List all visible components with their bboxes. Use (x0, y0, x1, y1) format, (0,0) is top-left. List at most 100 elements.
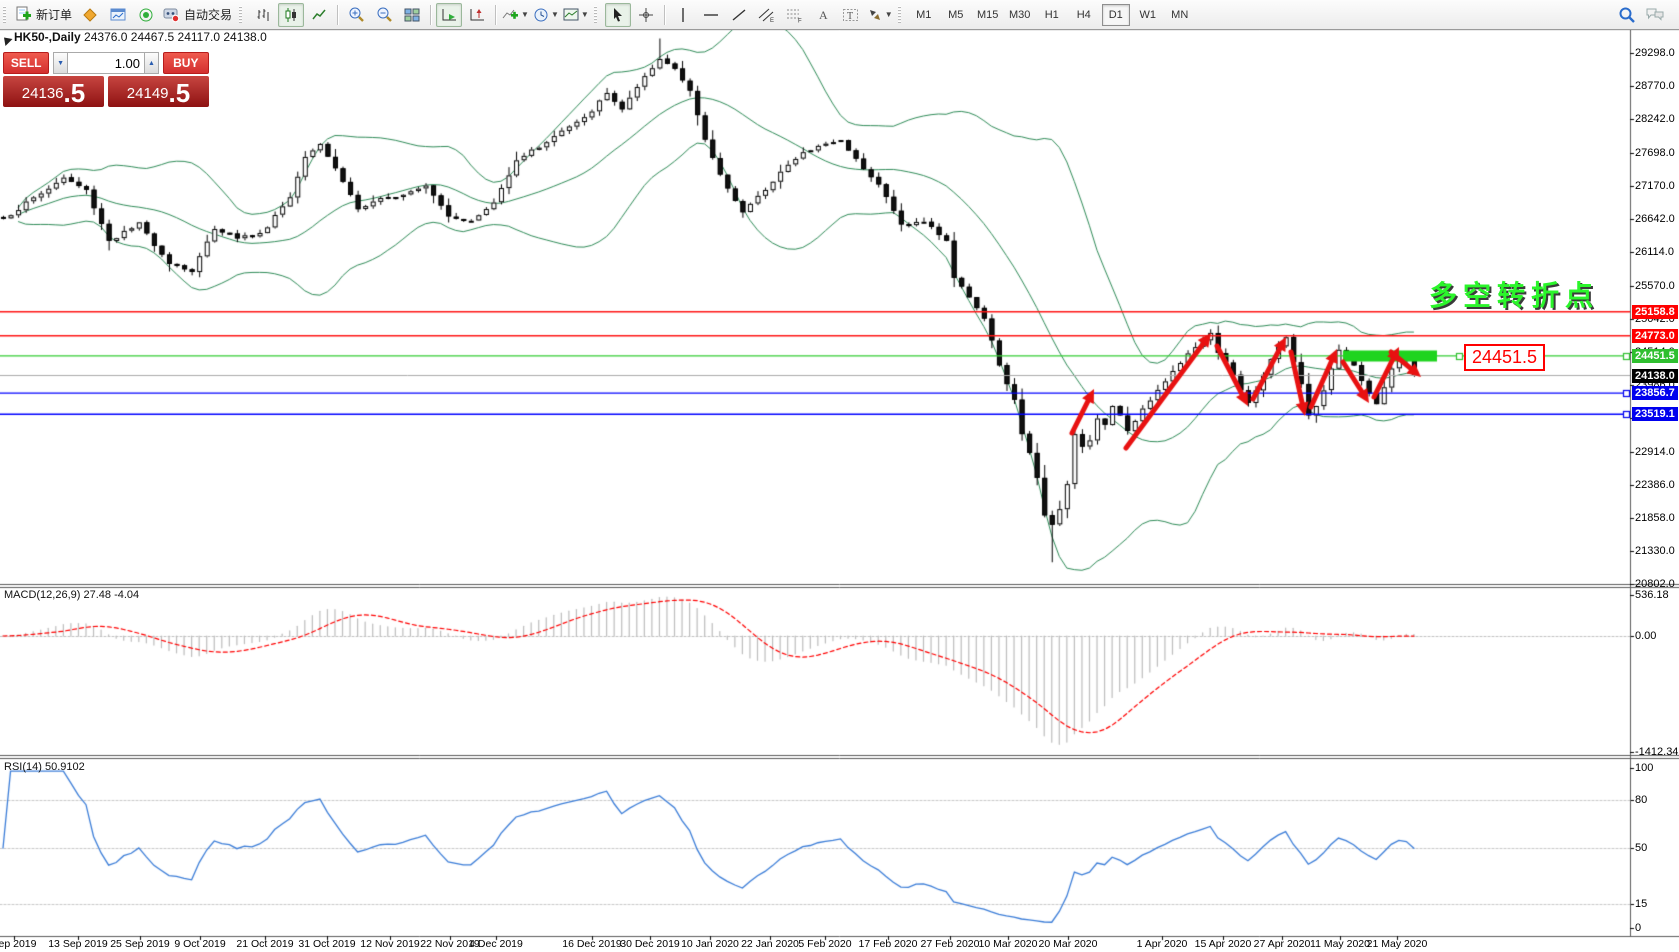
price-axis-tick: 28242.0 (1635, 113, 1675, 125)
timeframe-h1[interactable]: H1 (1044, 8, 1059, 21)
rsi-axis-tick: 15 (1635, 898, 1648, 910)
chart-window-icon-button[interactable] (105, 3, 131, 27)
date-axis-label: 11 May 2020 (1310, 938, 1370, 950)
svg-text:F: F (798, 18, 802, 23)
toolbar-grip (3, 5, 10, 24)
date-axis-label: 9 Oct 2019 (174, 938, 226, 950)
sell-price-display[interactable]: 24136.5 (3, 76, 104, 107)
ohlc-high: 24467.5 (130, 30, 175, 44)
crosshair-tool-button[interactable] (633, 3, 659, 27)
templates-dropdown-arrow[interactable]: ▼ (580, 10, 589, 19)
buy-price-main: 24149 (126, 85, 169, 102)
macd-indicator-label: MACD(12,26,9) 27.48 -4.04 (4, 589, 140, 601)
date-axis-label: 31 Oct 2019 (298, 938, 356, 950)
timeframe-m1[interactable]: M1 (916, 8, 932, 21)
vertical-line-tool-button[interactable] (670, 3, 696, 27)
line-chart-button[interactable] (306, 3, 332, 27)
bar-chart-button[interactable] (250, 3, 276, 27)
buy-price-fraction: .5 (168, 78, 191, 108)
templates-button[interactable]: ▼ (562, 3, 590, 27)
date-axis-label: 30 Dec 2019 (620, 938, 680, 950)
turning-point-annotation[interactable]: 多空转折点 (1429, 280, 1600, 311)
hline-price-chip: 23856.7 (1632, 386, 1678, 401)
hline-price-chip: 25158.8 (1632, 304, 1678, 319)
periods-button[interactable]: ▼ (532, 3, 560, 27)
chat-icon-button[interactable] (1642, 3, 1668, 27)
timeframe-m15[interactable]: M15 (977, 8, 999, 21)
timeframe-h4[interactable]: H4 (1076, 8, 1091, 21)
new-order-button[interactable]: 新订单 (14, 3, 75, 27)
volume-increase-button[interactable]: ▲ (144, 52, 159, 74)
macd-axis-tick: 536.18 (1635, 589, 1669, 601)
indicators-dropdown-arrow[interactable]: ▼ (521, 10, 529, 19)
bid-price-chip: 24138.0 (1632, 368, 1678, 383)
sell-button[interactable]: SELL (3, 52, 50, 74)
toolbar-grip (897, 5, 905, 24)
rsi-axis-tick: 100 (1635, 762, 1654, 774)
tile-windows-button[interactable] (399, 3, 425, 27)
macd-axis-tick: 0.00 (1635, 630, 1657, 642)
date-axis-label: 22 Nov 2019 (420, 938, 480, 950)
signals-icon-button[interactable] (133, 3, 159, 27)
channel-tool-button[interactable]: E (754, 3, 780, 27)
timeframe-w1[interactable]: W1 (1139, 8, 1156, 21)
periods-dropdown-arrow[interactable]: ▼ (550, 10, 559, 19)
chart-symbol-period: HK50-,Daily (14, 30, 81, 44)
horizontal-line-tool-button[interactable] (698, 3, 724, 27)
arrows-tool-button[interactable]: ▼ (866, 3, 894, 27)
auto-scroll-button[interactable] (436, 2, 463, 27)
rsi-indicator-label: RSI(14) 50.9102 (4, 761, 85, 773)
text-tool-button[interactable]: A (810, 3, 836, 27)
trendline-tool-button[interactable] (726, 3, 752, 27)
svg-text:A: A (819, 8, 828, 22)
date-axis-label: 21 Oct 2019 (236, 938, 294, 950)
price-axis-tick: 25570.0 (1635, 280, 1675, 292)
price-axis-tick: 29298.0 (1635, 47, 1675, 59)
rsi-axis-tick: 80 (1635, 794, 1648, 806)
price-axis-tick: 27698.0 (1635, 147, 1675, 159)
hline-price-chip: 24773.0 (1632, 328, 1678, 343)
zoom-out-button[interactable] (371, 3, 397, 27)
one-click-trading-panel: SELL ▼ ▲ BUY 24136.5 24149.5 (3, 52, 209, 107)
timeframe-m30[interactable]: M30 (1009, 8, 1031, 21)
price-label-box[interactable]: 24451.5 (1464, 344, 1545, 371)
chart-shift-button[interactable] (464, 3, 490, 27)
timeframe-d1[interactable]: D1 (1101, 3, 1130, 26)
timeframe-m5[interactable]: M5 (948, 8, 964, 21)
text-label-tool-button[interactable]: T (838, 3, 864, 27)
hline-price-chip: 23519.1 (1632, 407, 1678, 422)
price-axis-tick: 22386.0 (1635, 479, 1675, 491)
date-axis-label: 27 Apr 2020 (1253, 938, 1311, 950)
sell-price-main: 24136 (21, 85, 64, 102)
cursor-tool-button[interactable] (604, 2, 631, 27)
buy-button[interactable]: BUY (162, 52, 209, 74)
toolbar-grip (593, 5, 601, 24)
volume-decrease-button[interactable]: ▼ (53, 52, 68, 74)
candlestick-chart-button[interactable] (278, 2, 305, 27)
indicators-button[interactable]: ▼ (501, 3, 530, 27)
market-depth-icon-button[interactable] (77, 3, 103, 27)
hline-price-chip: 24451.5 (1632, 348, 1678, 363)
date-axis-label: Sep 2019 (0, 938, 37, 950)
autotrading-button[interactable]: 自动交易 (161, 3, 235, 27)
svg-text:E: E (770, 18, 774, 23)
search-icon-button[interactable] (1614, 3, 1640, 27)
timeframe-mn[interactable]: MN (1171, 8, 1189, 21)
price-axis-tick: 21330.0 (1635, 545, 1675, 557)
date-axis-label: 20 Mar 2020 (1038, 938, 1098, 950)
date-axis-label: 1 Apr 2020 (1136, 938, 1188, 950)
toolbar-separator (430, 4, 432, 25)
arrows-dropdown-arrow[interactable]: ▼ (884, 10, 893, 19)
toolbar-separator (663, 4, 665, 25)
volume-input[interactable] (68, 52, 144, 74)
buy-price-display[interactable]: 24149.5 (108, 76, 209, 107)
macd-axis-tick: -1412.34 (1635, 746, 1679, 758)
date-axis-label: 5 Feb 2020 (798, 938, 852, 950)
fibonacci-tool-button[interactable]: F (782, 3, 808, 27)
zoom-in-button[interactable] (343, 3, 369, 27)
date-axis-label: 13 Sep 2019 (48, 938, 108, 950)
svg-text:T: T (847, 11, 853, 22)
date-axis-label: 4 Dec 2019 (469, 938, 523, 950)
